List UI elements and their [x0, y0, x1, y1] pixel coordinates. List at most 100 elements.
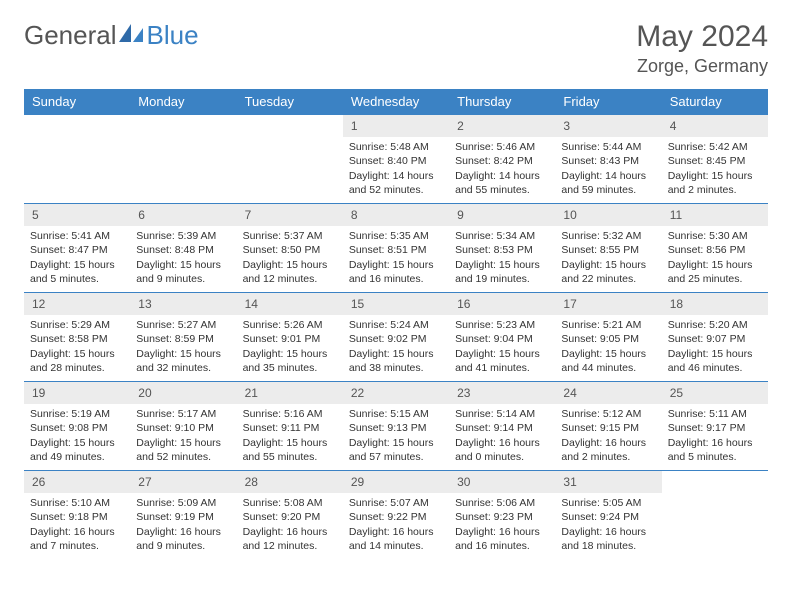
calendar-day-cell: 6Sunrise: 5:39 AMSunset: 8:48 PMDaylight… [130, 204, 236, 293]
day-info: Sunrise: 5:19 AMSunset: 9:08 PMDaylight:… [24, 404, 130, 468]
calendar-day-cell: 23Sunrise: 5:14 AMSunset: 9:14 PMDayligh… [449, 382, 555, 471]
day-info: Sunrise: 5:11 AMSunset: 9:17 PMDaylight:… [662, 404, 768, 468]
calendar-day-cell: 14Sunrise: 5:26 AMSunset: 9:01 PMDayligh… [237, 293, 343, 382]
day-number: 16 [449, 293, 555, 315]
location-label: Zorge, Germany [636, 56, 768, 77]
day-info: Sunrise: 5:34 AMSunset: 8:53 PMDaylight:… [449, 226, 555, 290]
day-number: 19 [24, 382, 130, 404]
day-number: 20 [130, 382, 236, 404]
day-number: 17 [555, 293, 661, 315]
day-info: Sunrise: 5:46 AMSunset: 8:42 PMDaylight:… [449, 137, 555, 201]
calendar-day-cell: 12Sunrise: 5:29 AMSunset: 8:58 PMDayligh… [24, 293, 130, 382]
day-number: 23 [449, 382, 555, 404]
day-info: Sunrise: 5:17 AMSunset: 9:10 PMDaylight:… [130, 404, 236, 468]
calendar-day-cell: 3Sunrise: 5:44 AMSunset: 8:43 PMDaylight… [555, 115, 661, 204]
calendar-week-row: 1Sunrise: 5:48 AMSunset: 8:40 PMDaylight… [24, 115, 768, 204]
brand-part2: Blue [147, 20, 199, 51]
day-number: 4 [662, 115, 768, 137]
calendar-empty-cell [662, 471, 768, 560]
day-number: 13 [130, 293, 236, 315]
calendar-day-cell: 21Sunrise: 5:16 AMSunset: 9:11 PMDayligh… [237, 382, 343, 471]
calendar-day-cell: 10Sunrise: 5:32 AMSunset: 8:55 PMDayligh… [555, 204, 661, 293]
day-info: Sunrise: 5:15 AMSunset: 9:13 PMDaylight:… [343, 404, 449, 468]
calendar-week-row: 12Sunrise: 5:29 AMSunset: 8:58 PMDayligh… [24, 293, 768, 382]
day-info: Sunrise: 5:20 AMSunset: 9:07 PMDaylight:… [662, 315, 768, 379]
calendar-day-cell: 29Sunrise: 5:07 AMSunset: 9:22 PMDayligh… [343, 471, 449, 560]
calendar-day-cell: 19Sunrise: 5:19 AMSunset: 9:08 PMDayligh… [24, 382, 130, 471]
month-title: May 2024 [636, 20, 768, 54]
calendar-day-cell: 22Sunrise: 5:15 AMSunset: 9:13 PMDayligh… [343, 382, 449, 471]
calendar-day-cell: 31Sunrise: 5:05 AMSunset: 9:24 PMDayligh… [555, 471, 661, 560]
day-info: Sunrise: 5:05 AMSunset: 9:24 PMDaylight:… [555, 493, 661, 557]
day-number: 2 [449, 115, 555, 137]
day-number: 14 [237, 293, 343, 315]
calendar-day-cell: 1Sunrise: 5:48 AMSunset: 8:40 PMDaylight… [343, 115, 449, 204]
day-info: Sunrise: 5:37 AMSunset: 8:50 PMDaylight:… [237, 226, 343, 290]
day-info: Sunrise: 5:41 AMSunset: 8:47 PMDaylight:… [24, 226, 130, 290]
calendar-day-cell: 8Sunrise: 5:35 AMSunset: 8:51 PMDaylight… [343, 204, 449, 293]
calendar-day-cell: 16Sunrise: 5:23 AMSunset: 9:04 PMDayligh… [449, 293, 555, 382]
day-number: 15 [343, 293, 449, 315]
title-block: May 2024 Zorge, Germany [636, 20, 768, 77]
calendar-day-cell: 24Sunrise: 5:12 AMSunset: 9:15 PMDayligh… [555, 382, 661, 471]
day-info: Sunrise: 5:12 AMSunset: 9:15 PMDaylight:… [555, 404, 661, 468]
calendar-empty-cell [24, 115, 130, 204]
day-info: Sunrise: 5:30 AMSunset: 8:56 PMDaylight:… [662, 226, 768, 290]
calendar-day-cell: 27Sunrise: 5:09 AMSunset: 9:19 PMDayligh… [130, 471, 236, 560]
brand-logo: General Blue [24, 20, 199, 51]
day-info: Sunrise: 5:44 AMSunset: 8:43 PMDaylight:… [555, 137, 661, 201]
day-info: Sunrise: 5:10 AMSunset: 9:18 PMDaylight:… [24, 493, 130, 557]
calendar-day-cell: 28Sunrise: 5:08 AMSunset: 9:20 PMDayligh… [237, 471, 343, 560]
day-info: Sunrise: 5:29 AMSunset: 8:58 PMDaylight:… [24, 315, 130, 379]
weekday-header: Monday [130, 89, 236, 115]
day-info: Sunrise: 5:26 AMSunset: 9:01 PMDaylight:… [237, 315, 343, 379]
day-number: 18 [662, 293, 768, 315]
day-number: 27 [130, 471, 236, 493]
day-number: 10 [555, 204, 661, 226]
calendar-week-row: 26Sunrise: 5:10 AMSunset: 9:18 PMDayligh… [24, 471, 768, 560]
day-number: 6 [130, 204, 236, 226]
day-number: 21 [237, 382, 343, 404]
calendar-day-cell: 13Sunrise: 5:27 AMSunset: 8:59 PMDayligh… [130, 293, 236, 382]
day-number: 9 [449, 204, 555, 226]
weekday-header: Tuesday [237, 89, 343, 115]
calendar-table: SundayMondayTuesdayWednesdayThursdayFrid… [24, 89, 768, 559]
day-number: 11 [662, 204, 768, 226]
day-number: 24 [555, 382, 661, 404]
day-info: Sunrise: 5:42 AMSunset: 8:45 PMDaylight:… [662, 137, 768, 201]
calendar-empty-cell [237, 115, 343, 204]
day-number: 26 [24, 471, 130, 493]
day-number: 3 [555, 115, 661, 137]
header: General Blue May 2024 Zorge, Germany [24, 20, 768, 77]
calendar-day-cell: 5Sunrise: 5:41 AMSunset: 8:47 PMDaylight… [24, 204, 130, 293]
calendar-day-cell: 26Sunrise: 5:10 AMSunset: 9:18 PMDayligh… [24, 471, 130, 560]
calendar-day-cell: 9Sunrise: 5:34 AMSunset: 8:53 PMDaylight… [449, 204, 555, 293]
calendar-week-row: 19Sunrise: 5:19 AMSunset: 9:08 PMDayligh… [24, 382, 768, 471]
day-info: Sunrise: 5:21 AMSunset: 9:05 PMDaylight:… [555, 315, 661, 379]
sail-icon [119, 20, 145, 51]
calendar-day-cell: 20Sunrise: 5:17 AMSunset: 9:10 PMDayligh… [130, 382, 236, 471]
day-info: Sunrise: 5:07 AMSunset: 9:22 PMDaylight:… [343, 493, 449, 557]
calendar-day-cell: 17Sunrise: 5:21 AMSunset: 9:05 PMDayligh… [555, 293, 661, 382]
calendar-day-cell: 4Sunrise: 5:42 AMSunset: 8:45 PMDaylight… [662, 115, 768, 204]
day-number: 30 [449, 471, 555, 493]
weekday-header: Saturday [662, 89, 768, 115]
day-number: 7 [237, 204, 343, 226]
day-number: 22 [343, 382, 449, 404]
day-info: Sunrise: 5:39 AMSunset: 8:48 PMDaylight:… [130, 226, 236, 290]
calendar-day-cell: 25Sunrise: 5:11 AMSunset: 9:17 PMDayligh… [662, 382, 768, 471]
day-number: 1 [343, 115, 449, 137]
weekday-header: Thursday [449, 89, 555, 115]
weekday-header: Friday [555, 89, 661, 115]
calendar-day-cell: 15Sunrise: 5:24 AMSunset: 9:02 PMDayligh… [343, 293, 449, 382]
day-info: Sunrise: 5:23 AMSunset: 9:04 PMDaylight:… [449, 315, 555, 379]
day-info: Sunrise: 5:09 AMSunset: 9:19 PMDaylight:… [130, 493, 236, 557]
day-number: 12 [24, 293, 130, 315]
day-info: Sunrise: 5:48 AMSunset: 8:40 PMDaylight:… [343, 137, 449, 201]
calendar-day-cell: 30Sunrise: 5:06 AMSunset: 9:23 PMDayligh… [449, 471, 555, 560]
day-info: Sunrise: 5:06 AMSunset: 9:23 PMDaylight:… [449, 493, 555, 557]
calendar-day-cell: 11Sunrise: 5:30 AMSunset: 8:56 PMDayligh… [662, 204, 768, 293]
day-number: 31 [555, 471, 661, 493]
calendar-day-cell: 7Sunrise: 5:37 AMSunset: 8:50 PMDaylight… [237, 204, 343, 293]
weekday-header: Wednesday [343, 89, 449, 115]
